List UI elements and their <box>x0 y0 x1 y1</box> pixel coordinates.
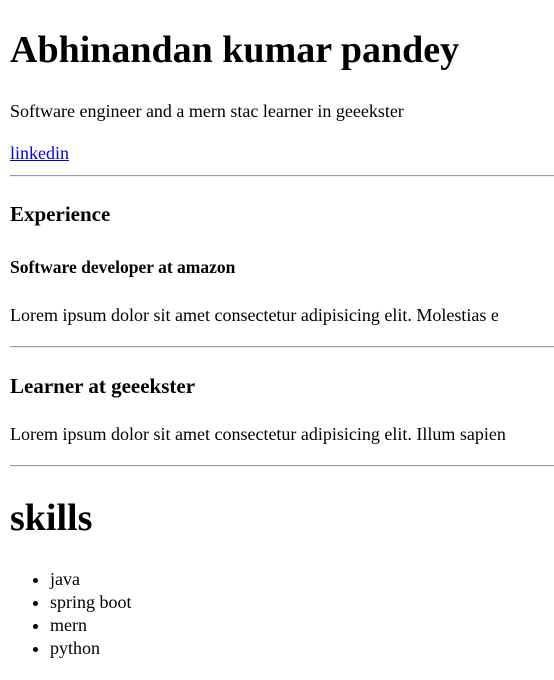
skill-item: mern <box>50 614 132 637</box>
skill-item: spring boot <box>50 591 132 614</box>
profile-tagline: Software engineer and a mern stac learne… <box>10 101 404 121</box>
divider <box>10 175 554 177</box>
profile-name: Abhinandan kumar pandey <box>10 29 460 71</box>
divider <box>10 346 554 348</box>
linkedin-link[interactable]: linkedin <box>10 143 69 163</box>
divider <box>10 465 554 467</box>
learner-description: Lorem ipsum dolor sit amet consectetur a… <box>10 424 506 444</box>
experience-role: Software developer at amazon <box>10 257 236 277</box>
skill-item: python <box>50 637 132 660</box>
experience-heading: Experience <box>10 202 111 226</box>
skill-item: java <box>50 568 132 591</box>
learner-heading: Learner at geeekster <box>10 374 196 398</box>
experience-description: Lorem ipsum dolor sit amet consectetur a… <box>10 305 499 325</box>
skills-heading: skills <box>10 497 93 539</box>
skills-list: java spring boot mern python <box>10 568 132 660</box>
